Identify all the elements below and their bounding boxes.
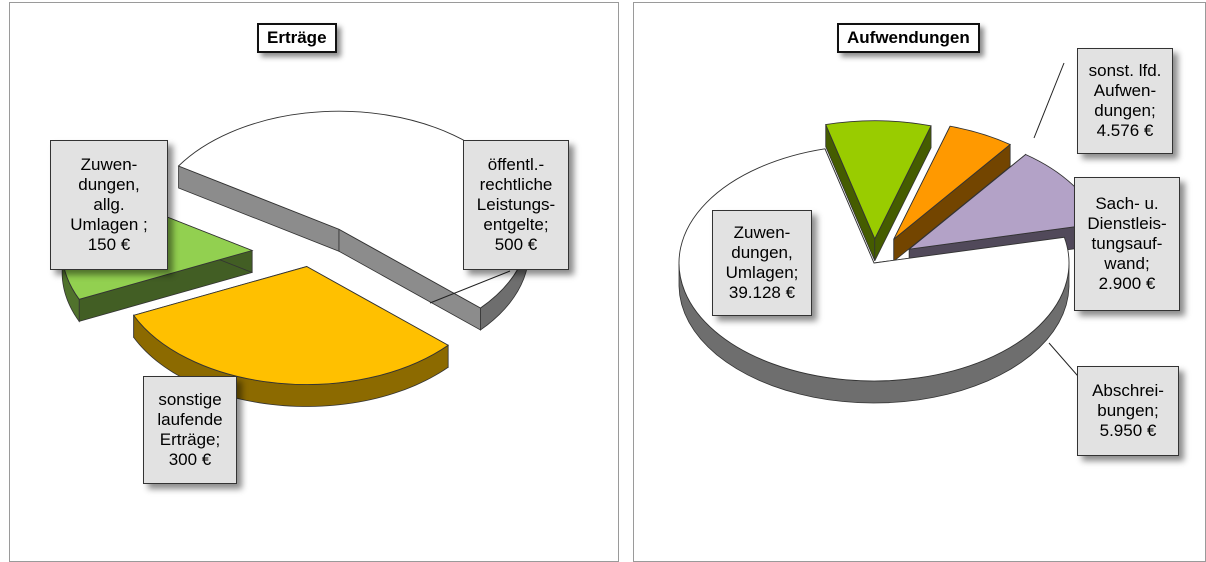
pie-slice-1: [678, 148, 1070, 382]
pie-chart-aufwendungen: [678, 62, 1101, 404]
leader-line: [429, 270, 511, 304]
pie-slice-2: [132, 266, 449, 385]
data-label-slice-3: Sach- u. Dienstleis- tungsauf- wand; 2.9…: [1074, 177, 1180, 311]
chart-panel-ertraege: Erträge öffentl.- rechtliche Leistungs- …: [9, 2, 619, 562]
data-label-slice-1: Zuwen- dungen, Umlagen; 39.128 €: [712, 210, 812, 316]
chart-panel-aufwendungen: Aufwendungen Zuwen- dungen, Umlagen; 39.…: [633, 2, 1206, 562]
data-label-slice-4: Abschrei- bungen; 5.950 €: [1077, 366, 1179, 456]
chart-title: Aufwendungen: [837, 23, 980, 53]
data-label-slice-2: sonst. lfd. Aufwen- dungen; 4.576 €: [1077, 48, 1173, 154]
pie-slice-2: [825, 120, 932, 240]
data-label-slice-3: Zuwen- dungen, allg. Umlagen ; 150 €: [50, 140, 168, 270]
leader-line: [1033, 62, 1065, 139]
chart-title: Erträge: [257, 23, 337, 53]
data-label-slice-2: sonstige laufende Erträge; 300 €: [143, 376, 237, 484]
data-label-slice-1: öffentl.- rechtliche Leistungs- entgelte…: [463, 140, 569, 270]
pie-slice-3: [893, 125, 1012, 240]
